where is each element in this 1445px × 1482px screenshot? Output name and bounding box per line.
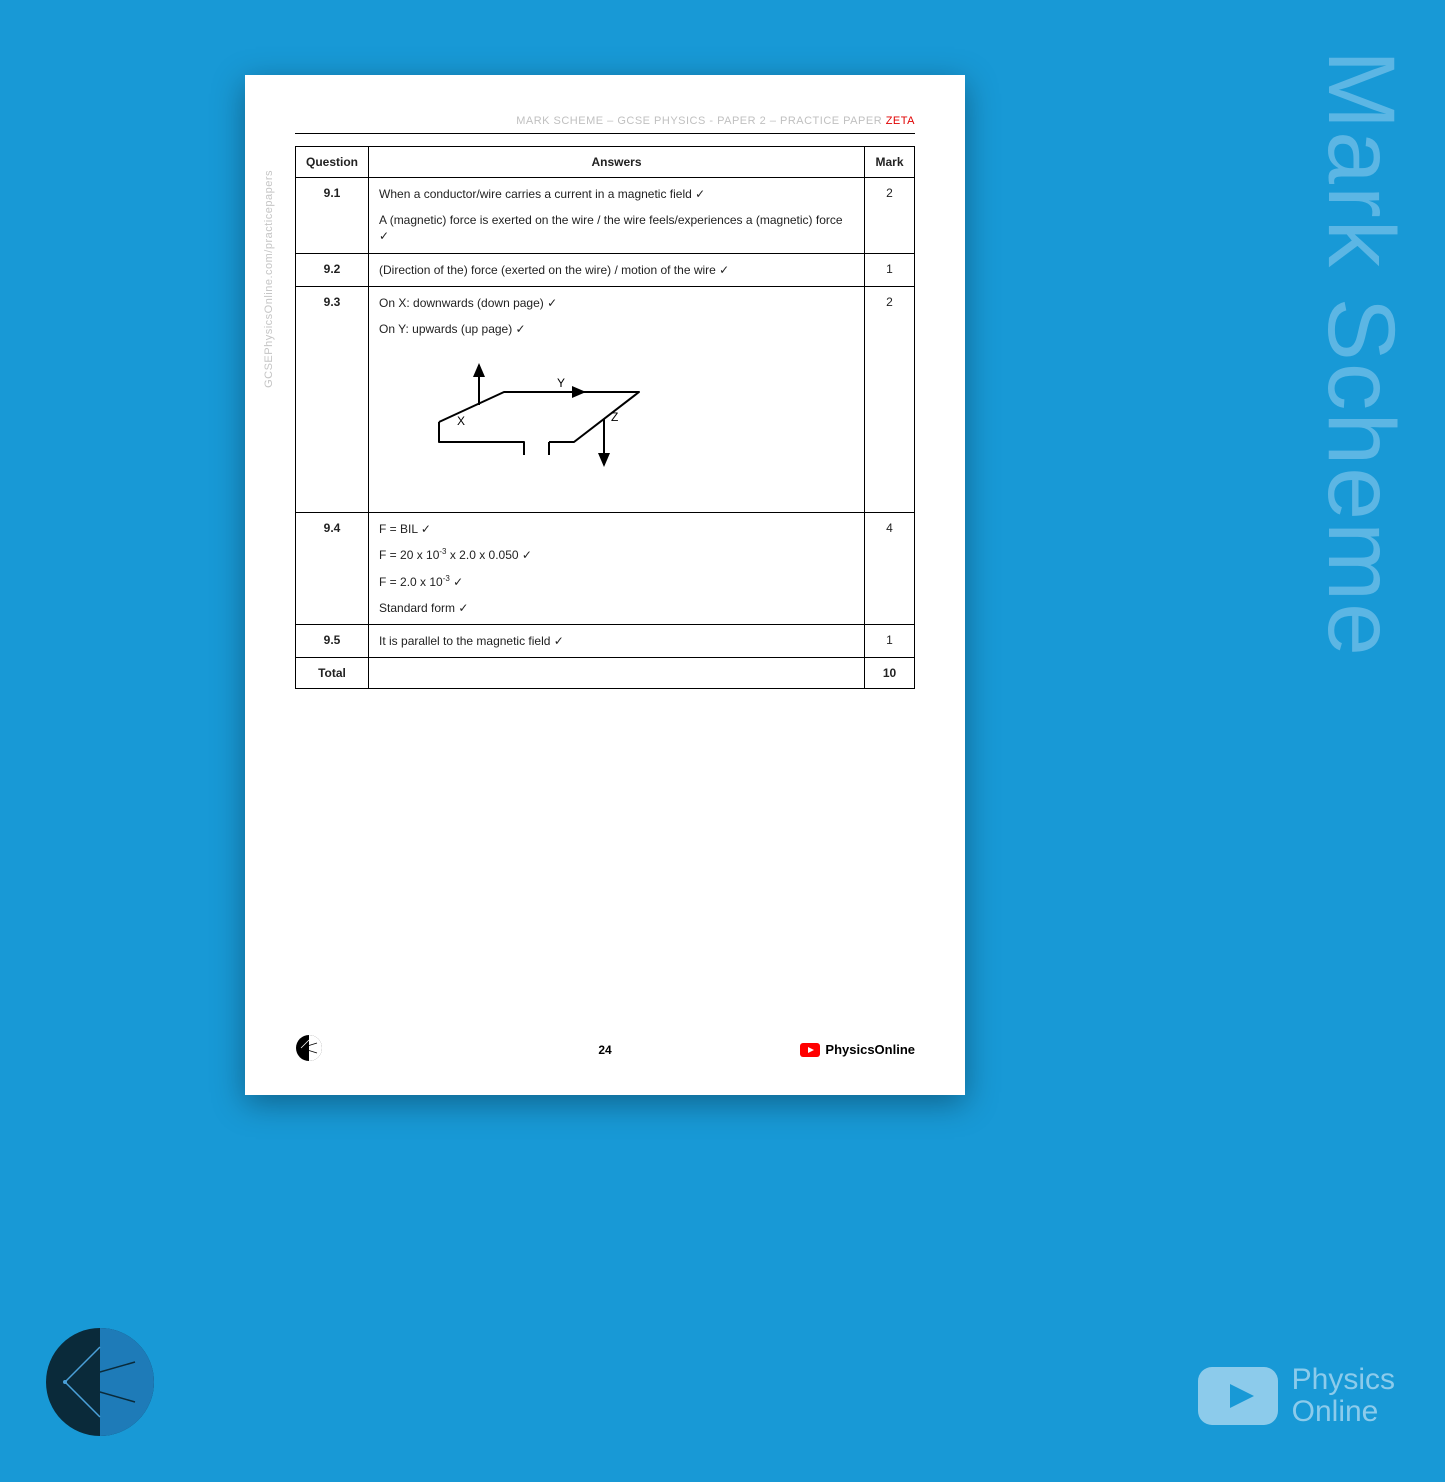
page-header: MARK SCHEME – GCSE PHYSICS - PAPER 2 – P… [295,115,915,127]
svg-text:X: X [457,414,465,428]
answer-line: On Y: upwards (up page) ✓ [379,321,854,337]
total-empty [369,658,865,689]
total-mark: 10 [865,658,915,689]
question-cell: 9.3 [296,286,369,512]
table-row: 9.5 It is parallel to the magnetic field … [296,624,915,657]
question-cell: 9.5 [296,624,369,657]
answer-cell: When a conductor/wire carries a current … [369,178,865,254]
question-cell: 9.1 [296,178,369,254]
table-row: 9.2 (Direction of the) force (exerted on … [296,253,915,286]
answer-cell: (Direction of the) force (exerted on the… [369,253,865,286]
answer-line: On X: downwards (down page) ✓ [379,295,854,311]
footer-youtube-link: PhysicsOnline [800,1042,915,1057]
header-rule [295,133,915,134]
bg-brand: Physics Online [1198,1364,1395,1427]
force-diagram: X Y Z [379,347,854,500]
mark-cell: 1 [865,253,915,286]
answer-line: When a conductor/wire carries a current … [379,186,854,202]
col-question: Question [296,147,369,178]
mark-cell: 2 [865,178,915,254]
question-cell: 9.4 [296,513,369,625]
answer-line: (Direction of the) force (exerted on the… [379,262,854,278]
answer-cell: On X: downwards (down page) ✓ On Y: upwar… [369,286,865,512]
total-row: Total 10 [296,658,915,689]
answer-line: Standard form ✓ [379,600,854,616]
svg-text:Z: Z [611,410,618,424]
answer-line: F = 20 x 10-3 x 2.0 x 0.050 ✓ [379,547,854,563]
footer-logo-icon [295,1034,323,1065]
question-cell: 9.2 [296,253,369,286]
answer-line: F = BIL ✓ [379,521,854,537]
answer-cell: It is parallel to the magnetic field ✓ [369,624,865,657]
mark-cell: 4 [865,513,915,625]
page-footer: 24 PhysicsOnline [295,1034,915,1065]
answer-line: A (magnetic) force is exerted on the wir… [379,212,854,244]
side-url: GCSEPhysicsOnline.com/practicepapers [263,170,275,388]
answer-line: F = 2.0 x 10-3 ✓ [379,574,854,590]
total-label: Total [296,658,369,689]
table-header-row: Question Answers Mark [296,147,915,178]
table-row: 9.4 F = BIL ✓ F = 20 x 10-3 x 2.0 x 0.050 … [296,513,915,625]
header-paper-name: ZETA [886,115,915,127]
brand-line1: Physics [1292,1364,1395,1396]
youtube-icon [800,1043,820,1057]
youtube-label: PhysicsOnline [825,1042,915,1057]
header-main: MARK SCHEME – GCSE PHYSICS - PAPER 2 – P… [516,115,886,127]
mark-cell: 2 [865,286,915,512]
col-answers: Answers [369,147,865,178]
document-page: GCSEPhysicsOnline.com/practicepapers MAR… [245,75,965,1095]
youtube-large-icon [1198,1367,1278,1425]
table-row: 9.3 On X: downwards (down page) ✓ On Y: up… [296,286,915,512]
brand-text: Physics Online [1292,1364,1395,1427]
watermark-mark-scheme: Mark Scheme [1306,50,1415,658]
svg-text:Y: Y [557,376,565,390]
mark-scheme-table: Question Answers Mark 9.1 When a conducto… [295,146,915,689]
mark-cell: 1 [865,624,915,657]
answer-line: It is parallel to the magnetic field ✓ [379,633,854,649]
brand-line2: Online [1292,1396,1395,1428]
table-row: 9.1 When a conductor/wire carries a curre… [296,178,915,254]
bg-logo-icon [45,1327,155,1442]
col-mark: Mark [865,147,915,178]
answer-cell: F = BIL ✓ F = 20 x 10-3 x 2.0 x 0.050 ✓ F … [369,513,865,625]
